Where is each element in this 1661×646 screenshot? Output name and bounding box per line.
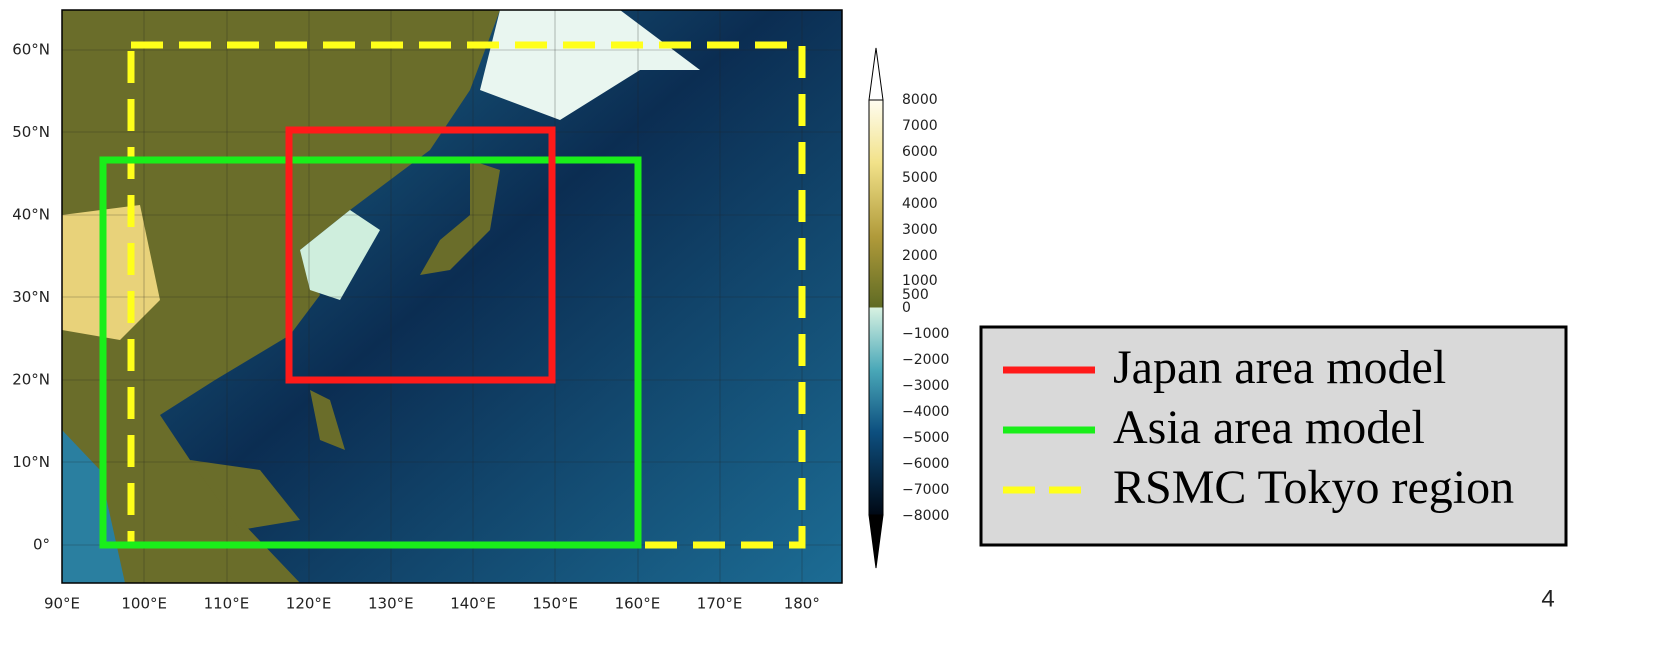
colorbar-label: −5000 xyxy=(902,430,949,446)
lon-label: 140°E xyxy=(450,595,496,613)
colorbar-label: −7000 xyxy=(902,482,949,498)
lat-label: 60°N xyxy=(12,41,50,59)
lat-label: 0° xyxy=(33,536,50,554)
colorbar-label: 6000 xyxy=(902,144,938,160)
lat-label: 30°N xyxy=(12,288,50,306)
colorbar-label: 4000 xyxy=(902,196,938,212)
lon-label: 100°E xyxy=(121,595,167,613)
colorbar-label: 2000 xyxy=(902,248,938,264)
colorbar-label: 0 xyxy=(902,300,911,316)
lon-label: 120°E xyxy=(286,595,332,613)
lat-label: 20°N xyxy=(12,371,50,389)
lat-label: 10°N xyxy=(12,453,50,471)
colorbar-label: −3000 xyxy=(902,378,949,394)
colorbar-label: 5000 xyxy=(902,170,938,186)
lon-label: 90°E xyxy=(44,595,80,613)
lat-label: 50°N xyxy=(12,123,50,141)
legend-label: RSMC Tokyo region xyxy=(1113,461,1514,514)
colorbar-label: −6000 xyxy=(902,456,949,472)
colorbar xyxy=(869,48,883,568)
colorbar-label: −1000 xyxy=(902,326,949,342)
colorbar-label: −2000 xyxy=(902,352,949,368)
lon-label: 180° xyxy=(784,595,820,613)
legend-label: Asia area model xyxy=(1113,401,1425,454)
map xyxy=(62,10,842,583)
lon-label: 130°E xyxy=(368,595,414,613)
legend-label: Japan area model xyxy=(1113,341,1446,394)
colorbar-label: 7000 xyxy=(902,118,938,134)
lat-label: 40°N xyxy=(12,206,50,224)
lon-label: 110°E xyxy=(204,595,250,613)
colorbar-label: −8000 xyxy=(902,508,949,524)
colorbar-label: 8000 xyxy=(902,92,938,108)
slide: 4 90°E 100°E 110°E 120°E 130°E 140°E 150°E 160°… xyxy=(0,0,1661,646)
colorbar-label: 3000 xyxy=(902,222,938,238)
colorbar-label: −4000 xyxy=(902,404,949,420)
lon-label: 160°E xyxy=(615,595,661,613)
page-number: 4 xyxy=(1541,585,1554,612)
lon-label: 150°E xyxy=(532,595,578,613)
lon-label: 170°E xyxy=(697,595,743,613)
